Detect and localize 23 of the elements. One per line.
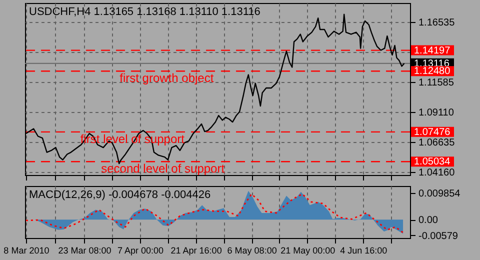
x-tick-label: 7 Apr 00:00 bbox=[118, 246, 164, 256]
x-tick-label: 6 May 08:00 bbox=[227, 246, 277, 256]
y-tick-label: 1.06635 bbox=[418, 138, 456, 149]
x-tick-label: 21 May 00:00 bbox=[280, 246, 336, 256]
annotation: second level of support bbox=[101, 162, 226, 176]
chart-title: USDCHF,H4 1.13165 1.13168 1.13110 1.13116 bbox=[29, 6, 260, 18]
chart-title: MACD(12,26,9) -0.004678 -0.004426 bbox=[29, 189, 211, 201]
y-tick-label: 1.09110 bbox=[418, 108, 454, 119]
x-tick-label: 23 Mar 08:00 bbox=[58, 246, 112, 256]
y-tick-label: 1.16535 bbox=[418, 17, 456, 28]
y-tick-label: 1.11585 bbox=[418, 78, 454, 89]
ref-line-label: 1.05034 bbox=[414, 156, 451, 168]
y-tick-label: 0.00 bbox=[418, 215, 438, 226]
x-tick-label: 21 Apr 16:00 bbox=[170, 246, 222, 256]
y-tick-label: -0.00579 bbox=[418, 230, 458, 242]
y-tick-label: 1.04160 bbox=[418, 168, 456, 179]
x-tick-label: 8 Mar 2010 bbox=[4, 246, 50, 256]
y-tick-label: 0.009854 bbox=[418, 188, 461, 200]
annotation: first growth object bbox=[120, 71, 214, 86]
ref-line-label: 1.14197 bbox=[414, 45, 451, 56]
x-tick-label: 4 Jun 16:00 bbox=[340, 246, 388, 256]
ref-line-label: 1.07476 bbox=[414, 126, 451, 138]
ref-line-label: 1.12480 bbox=[414, 66, 451, 78]
